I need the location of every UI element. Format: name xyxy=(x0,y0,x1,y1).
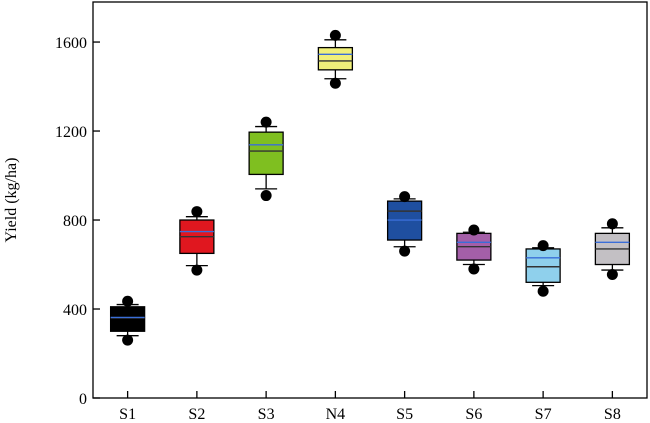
box-group-s2 xyxy=(179,206,215,276)
box xyxy=(248,131,284,176)
outlier-point-low xyxy=(122,334,134,346)
outlier-point-high xyxy=(468,224,480,236)
x-tick-label: S8 xyxy=(604,406,621,423)
box xyxy=(525,248,561,283)
outlier-point-low xyxy=(606,269,618,281)
x-tick-label: S5 xyxy=(396,406,413,423)
outlier-point-high xyxy=(191,206,203,218)
outlier-point-low xyxy=(399,245,411,257)
x-axis: S1 S2 S3 N4 S5 S6 S7 S8 xyxy=(119,391,621,423)
box xyxy=(317,46,354,71)
y-axis-title: Yield (kg/ha) xyxy=(3,158,20,243)
y-tick-label: 1200 xyxy=(55,124,87,141)
x-tick-label: S1 xyxy=(119,406,136,423)
x-tick-label: S7 xyxy=(535,406,552,423)
box xyxy=(109,306,146,332)
outlier-point-low xyxy=(468,263,480,275)
box-group-n4 xyxy=(317,29,354,89)
y-axis: 0 400 800 1200 1600 xyxy=(55,35,100,408)
outlier-point-low xyxy=(260,190,272,202)
y-tick-label: 400 xyxy=(63,302,87,319)
outlier-point-high xyxy=(122,295,134,307)
x-tick-label: S3 xyxy=(258,406,275,423)
outlier-point-low xyxy=(537,285,549,297)
box-group-s3 xyxy=(248,116,284,202)
box-group-s7 xyxy=(525,240,561,297)
box-group-s5 xyxy=(386,191,423,257)
outlier-point-high xyxy=(399,191,411,203)
x-tick-label: N4 xyxy=(326,406,346,423)
outlier-point-high xyxy=(606,218,618,230)
box-group-s8 xyxy=(594,218,631,281)
outlier-point-high xyxy=(329,29,341,41)
x-tick-label: S6 xyxy=(465,406,482,423)
outlier-point-high xyxy=(260,116,272,128)
box-group-s6 xyxy=(456,224,492,275)
box-plot-series xyxy=(109,29,631,346)
x-tick-label: S2 xyxy=(188,406,205,423)
plot-frame xyxy=(92,1,648,399)
outlier-point-low xyxy=(329,77,341,89)
y-tick-label: 1600 xyxy=(55,35,87,52)
outlier-point-high xyxy=(537,240,549,252)
outlier-point-low xyxy=(191,264,203,276)
box-group-s1 xyxy=(109,295,146,346)
y-tick-label: 0 xyxy=(79,391,87,408)
y-tick-label: 800 xyxy=(63,213,87,230)
